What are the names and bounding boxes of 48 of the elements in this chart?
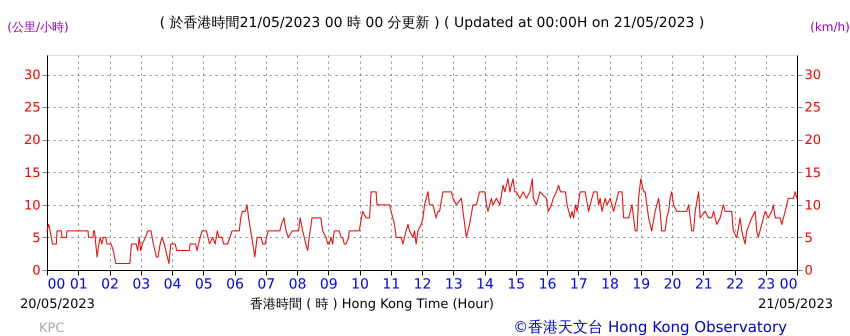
x-tick-label: 06 bbox=[226, 276, 244, 292]
x-tick-label: 07 bbox=[257, 276, 276, 292]
line-series bbox=[46, 178, 798, 264]
chart-title: ( 於香港時間21/05/2023 00 時 00 分更新 ) ( Updated at 00:00H on 21/05/2023 ) bbox=[160, 15, 704, 31]
y2-tick-label: 20 bbox=[804, 133, 822, 148]
x-tick-label: 05 bbox=[194, 276, 213, 292]
x-tick-label: 11 bbox=[382, 276, 400, 292]
x-tick-label: 08 bbox=[288, 276, 306, 292]
x-axis-title: 香港時間 ( 時 ) Hong Kong Time (Hour) bbox=[250, 297, 494, 312]
x-tick-label: 00 bbox=[780, 276, 798, 292]
y2-tick-label: 30 bbox=[804, 68, 822, 84]
x-tick-label: 21 bbox=[694, 276, 713, 292]
y-tick-label: 15 bbox=[24, 166, 40, 181]
x-tick-label: 01 bbox=[70, 276, 88, 292]
x-tick-label: 15 bbox=[507, 276, 526, 292]
x-tick-label: 23 bbox=[757, 276, 776, 292]
y2-tick-label: 5 bbox=[804, 230, 813, 246]
y-tick-label: 30 bbox=[24, 68, 40, 84]
x-tick-label: 03 bbox=[132, 276, 150, 292]
x-tick-label: 12 bbox=[414, 276, 432, 292]
x-tick-label: 16 bbox=[538, 276, 556, 292]
x-tick-label: 18 bbox=[601, 276, 619, 292]
x-tick-label: 04 bbox=[164, 276, 182, 292]
x-tick-label: 14 bbox=[476, 276, 494, 292]
y2-axis-title: (km/h) bbox=[810, 20, 850, 34]
text: 20/05/2023 bbox=[20, 297, 95, 312]
y-tick-label: 5 bbox=[32, 230, 40, 246]
y2-tick-label: 0 bbox=[804, 264, 813, 278]
y-tick-label: 25 bbox=[24, 100, 40, 116]
text: KPC bbox=[39, 321, 64, 336]
y-tick-label: 10 bbox=[24, 198, 40, 214]
x-tick-label: 19 bbox=[632, 276, 650, 292]
y-axis-title: (公里/小時) bbox=[7, 20, 69, 34]
text: 21/05/2023 bbox=[758, 297, 833, 312]
x-tick-label: 17 bbox=[570, 276, 588, 292]
text: ©香港天文台 Hong Kong Observatory bbox=[513, 318, 788, 336]
y2-tick-label: 25 bbox=[804, 100, 822, 116]
x-tick-label: 02 bbox=[101, 276, 119, 292]
x-tick-label: 13 bbox=[444, 276, 463, 292]
y2-tick-label: 15 bbox=[804, 166, 822, 181]
x-tick-label: 09 bbox=[320, 276, 338, 292]
y2-tick-label: 10 bbox=[804, 198, 822, 214]
y-tick-label: 0 bbox=[32, 264, 40, 278]
x-tick-label: 22 bbox=[726, 276, 744, 292]
y-tick-label: 20 bbox=[24, 133, 40, 148]
x-tick-label: 00 bbox=[48, 276, 66, 292]
x-tick-label: 10 bbox=[351, 276, 369, 292]
x-tick-label: 20 bbox=[664, 276, 682, 292]
